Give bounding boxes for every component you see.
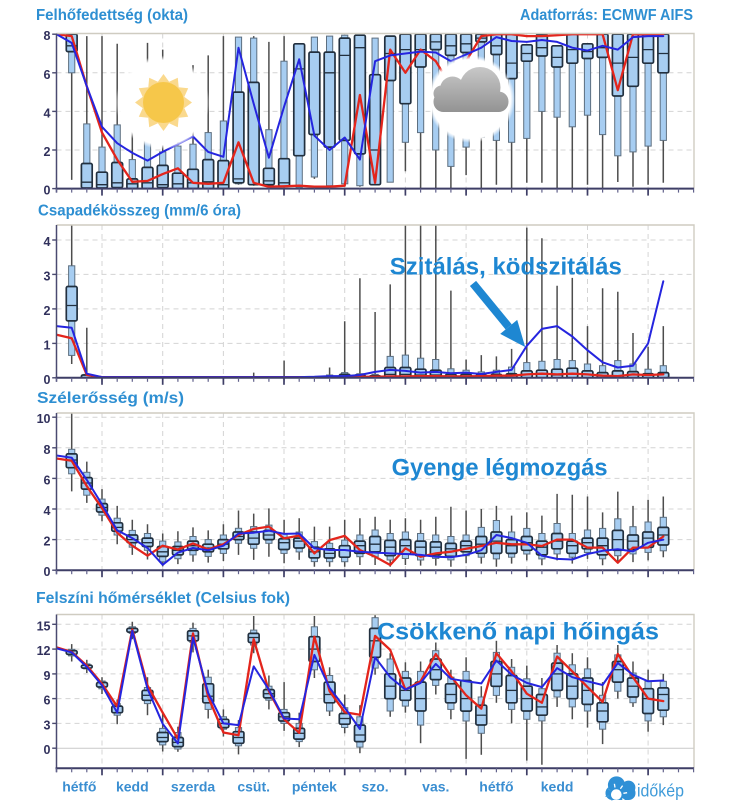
svg-text:kedd: kedd <box>116 779 149 795</box>
svg-text:0: 0 <box>44 743 51 757</box>
svg-text:3: 3 <box>44 269 51 283</box>
svg-text:péntek: péntek <box>292 779 337 795</box>
svg-text:12: 12 <box>37 644 51 658</box>
svg-text:0: 0 <box>44 373 51 387</box>
svg-text:szo.: szo. <box>361 779 388 795</box>
svg-text:15: 15 <box>37 619 51 633</box>
svg-text:4: 4 <box>44 504 51 518</box>
svg-text:időkép: időkép <box>637 781 684 801</box>
svg-text:6: 6 <box>44 68 51 82</box>
svg-text:hétfő: hétfő <box>479 779 513 795</box>
svg-text:Gyenge légmozgás: Gyenge légmozgás <box>392 455 608 482</box>
svg-text:szerda: szerda <box>171 779 216 795</box>
svg-text:csüt.: csüt. <box>237 779 270 795</box>
svg-text:3: 3 <box>44 718 51 732</box>
svg-text:2: 2 <box>44 145 51 159</box>
svg-text:kedd: kedd <box>541 779 574 795</box>
svg-text:10: 10 <box>37 412 51 426</box>
svg-text:0: 0 <box>44 184 51 198</box>
svg-text:hétfő: hétfő <box>62 779 96 795</box>
svg-text:2: 2 <box>44 304 51 318</box>
svg-text:Felhőfedettség (okta): Felhőfedettség (okta) <box>36 7 188 24</box>
svg-text:8: 8 <box>44 443 51 457</box>
svg-text:Adatforrás: ECMWF AIFS: Adatforrás: ECMWF AIFS <box>520 7 693 24</box>
svg-text:1: 1 <box>44 338 51 352</box>
svg-text:Felszíni hőmérséklet (Celsius: Felszíni hőmérséklet (Celsius fok) <box>36 590 290 607</box>
svg-text:4: 4 <box>44 106 51 120</box>
svg-text:8: 8 <box>44 29 51 43</box>
svg-text:Szélerősség (m/s): Szélerősség (m/s) <box>37 390 184 407</box>
svg-text:Csapadékösszeg (mm/6 óra): Csapadékösszeg (mm/6 óra) <box>38 203 241 220</box>
svg-text:2: 2 <box>44 535 51 549</box>
svg-text:9: 9 <box>44 669 51 683</box>
svg-text:6: 6 <box>44 694 51 708</box>
svg-text:4: 4 <box>44 235 51 249</box>
svg-text:Szitálás, ködszitálás: Szitálás, ködszitálás <box>390 254 622 281</box>
svg-text:0: 0 <box>44 565 51 579</box>
svg-text:6: 6 <box>44 473 51 487</box>
svg-text:Csökkenő napi hőingás: Csökkenő napi hőingás <box>377 618 659 645</box>
svg-text:vas.: vas. <box>422 779 449 795</box>
